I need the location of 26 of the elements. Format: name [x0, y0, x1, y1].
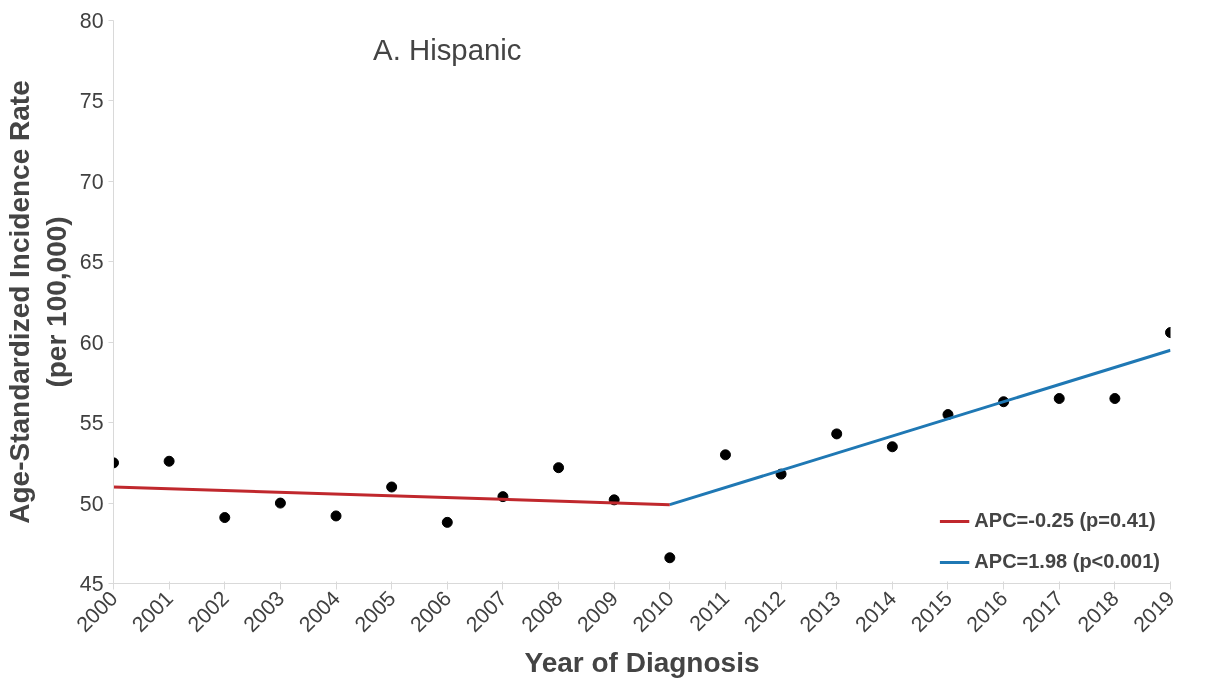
legend-label: APC=-0.25 (p=0.41) — [974, 509, 1156, 532]
point — [330, 510, 342, 522]
point — [219, 512, 231, 524]
y-tick-label: 45 — [79, 572, 104, 596]
y-tick-label: 75 — [79, 89, 104, 114]
point — [274, 497, 286, 509]
point — [386, 481, 398, 493]
point — [1109, 393, 1121, 404]
point — [1053, 393, 1065, 404]
x-axis-title: Year of Diagnosis — [524, 646, 760, 678]
point — [886, 441, 898, 453]
y-tick-label: 60 — [79, 330, 104, 355]
point — [441, 516, 453, 528]
legend-label: APC=1.98 (p<0.001) — [974, 550, 1160, 573]
y-tick-label: 50 — [79, 491, 104, 516]
point — [163, 455, 175, 467]
y-tick-label: 70 — [79, 169, 104, 194]
point — [664, 552, 676, 564]
point — [831, 428, 843, 440]
y-tick-label: 80 — [79, 9, 104, 33]
y-axis-title: Age-Standardized Incidence Rate (per 100,000) — [3, 80, 72, 524]
point — [719, 449, 731, 461]
y-tick-label: 65 — [79, 250, 104, 275]
y-tick-label: 55 — [79, 411, 104, 436]
point — [553, 462, 565, 474]
chart-title: A. Hispanic — [373, 32, 522, 66]
